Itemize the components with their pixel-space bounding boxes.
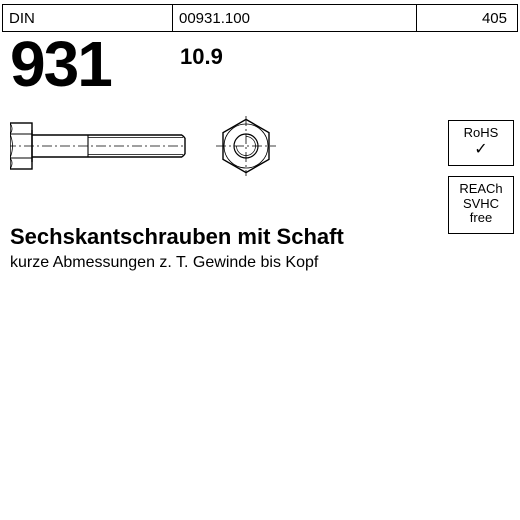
standard-number: 931	[10, 32, 111, 96]
title-block: Sechskantschrauben mit Schaft kurze Abme…	[10, 224, 510, 272]
checkmark-icon: ✓	[474, 142, 487, 158]
bolt-side-view	[10, 123, 186, 169]
rohs-badge: RoHS ✓	[448, 120, 514, 166]
reach-line1: REACh	[459, 182, 502, 197]
rohs-label: RoHS	[464, 126, 499, 141]
strength-class: 10.9	[180, 44, 223, 70]
bolt-diagram	[10, 98, 310, 208]
reach-badge: REACh SVHC free	[448, 176, 514, 234]
reach-line3: free	[470, 211, 492, 226]
product-title: Sechskantschrauben mit Schaft	[10, 224, 510, 250]
product-subtitle: kurze Abmessungen z. T. Gewinde bis Kopf	[10, 254, 510, 272]
reach-line2: SVHC	[463, 197, 499, 212]
bolt-axial-view	[216, 116, 276, 176]
header-code: 00931.100	[173, 5, 417, 31]
header-ref: 405	[417, 5, 517, 31]
